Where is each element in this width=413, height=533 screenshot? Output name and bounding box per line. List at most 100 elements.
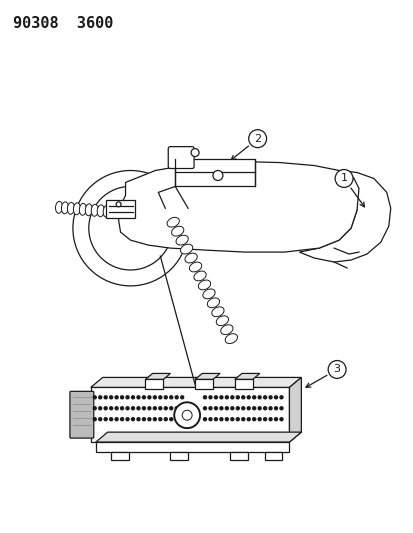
Circle shape	[268, 418, 271, 421]
Bar	[105, 200, 135, 218]
Circle shape	[180, 418, 183, 421]
Ellipse shape	[55, 201, 62, 213]
Circle shape	[126, 418, 129, 421]
Circle shape	[147, 407, 150, 410]
Ellipse shape	[216, 316, 228, 326]
Circle shape	[268, 396, 271, 399]
Circle shape	[252, 418, 255, 421]
Circle shape	[115, 407, 118, 410]
Bar	[170, 452, 188, 460]
Circle shape	[258, 418, 261, 421]
Ellipse shape	[91, 204, 98, 216]
Circle shape	[203, 407, 206, 410]
Circle shape	[203, 396, 206, 399]
Ellipse shape	[193, 271, 206, 281]
Circle shape	[159, 396, 161, 399]
Circle shape	[252, 396, 255, 399]
Ellipse shape	[180, 244, 192, 254]
Circle shape	[116, 202, 121, 207]
Circle shape	[219, 396, 222, 399]
Circle shape	[252, 407, 255, 410]
Circle shape	[98, 407, 102, 410]
Circle shape	[258, 396, 261, 399]
Polygon shape	[95, 432, 301, 442]
Ellipse shape	[207, 298, 219, 308]
Circle shape	[214, 396, 217, 399]
Ellipse shape	[97, 205, 104, 217]
Circle shape	[120, 418, 123, 421]
Circle shape	[279, 418, 282, 421]
Circle shape	[164, 396, 167, 399]
Circle shape	[225, 396, 228, 399]
Ellipse shape	[176, 235, 188, 245]
Circle shape	[219, 407, 222, 410]
Circle shape	[247, 418, 249, 421]
Circle shape	[247, 396, 249, 399]
Circle shape	[153, 407, 156, 410]
Ellipse shape	[202, 289, 215, 299]
Ellipse shape	[225, 334, 237, 343]
Ellipse shape	[189, 262, 201, 272]
Text: 3: 3	[333, 365, 340, 375]
Circle shape	[274, 407, 277, 410]
Circle shape	[93, 396, 96, 399]
Bar	[110, 452, 128, 460]
Circle shape	[147, 418, 150, 421]
Circle shape	[104, 396, 107, 399]
FancyBboxPatch shape	[70, 391, 93, 438]
Circle shape	[209, 407, 211, 410]
Text: 90308  3600: 90308 3600	[13, 16, 114, 31]
Circle shape	[109, 407, 112, 410]
Circle shape	[241, 418, 244, 421]
Circle shape	[137, 418, 140, 421]
Ellipse shape	[103, 205, 110, 217]
Circle shape	[263, 407, 266, 410]
Polygon shape	[90, 377, 301, 387]
Circle shape	[191, 149, 199, 157]
Circle shape	[142, 396, 145, 399]
Polygon shape	[90, 387, 289, 442]
Circle shape	[169, 407, 172, 410]
Circle shape	[104, 418, 107, 421]
Bar	[175, 158, 254, 187]
Circle shape	[214, 407, 217, 410]
Ellipse shape	[220, 325, 233, 335]
Circle shape	[180, 407, 183, 410]
Circle shape	[126, 407, 129, 410]
Circle shape	[248, 130, 266, 148]
Circle shape	[73, 171, 188, 286]
Circle shape	[175, 407, 178, 410]
Circle shape	[209, 396, 211, 399]
Circle shape	[236, 407, 239, 410]
Circle shape	[109, 418, 112, 421]
Circle shape	[131, 407, 134, 410]
Ellipse shape	[211, 307, 223, 317]
Text: 2: 2	[254, 134, 261, 144]
Circle shape	[159, 418, 161, 421]
Circle shape	[328, 360, 345, 378]
Circle shape	[98, 396, 102, 399]
Circle shape	[247, 407, 249, 410]
Circle shape	[236, 418, 239, 421]
Circle shape	[230, 407, 233, 410]
Polygon shape	[289, 377, 301, 442]
Circle shape	[268, 407, 271, 410]
Circle shape	[203, 418, 206, 421]
Polygon shape	[234, 374, 259, 379]
Ellipse shape	[79, 204, 86, 215]
Ellipse shape	[171, 227, 183, 236]
Circle shape	[147, 396, 150, 399]
Circle shape	[137, 396, 140, 399]
Circle shape	[142, 407, 145, 410]
Bar	[234, 379, 252, 389]
Circle shape	[174, 402, 199, 428]
Circle shape	[214, 418, 217, 421]
Circle shape	[335, 169, 352, 188]
Circle shape	[98, 418, 102, 421]
Circle shape	[169, 418, 172, 421]
Ellipse shape	[185, 253, 197, 263]
Circle shape	[153, 418, 156, 421]
Circle shape	[241, 407, 244, 410]
Ellipse shape	[167, 217, 179, 227]
Ellipse shape	[67, 203, 74, 214]
